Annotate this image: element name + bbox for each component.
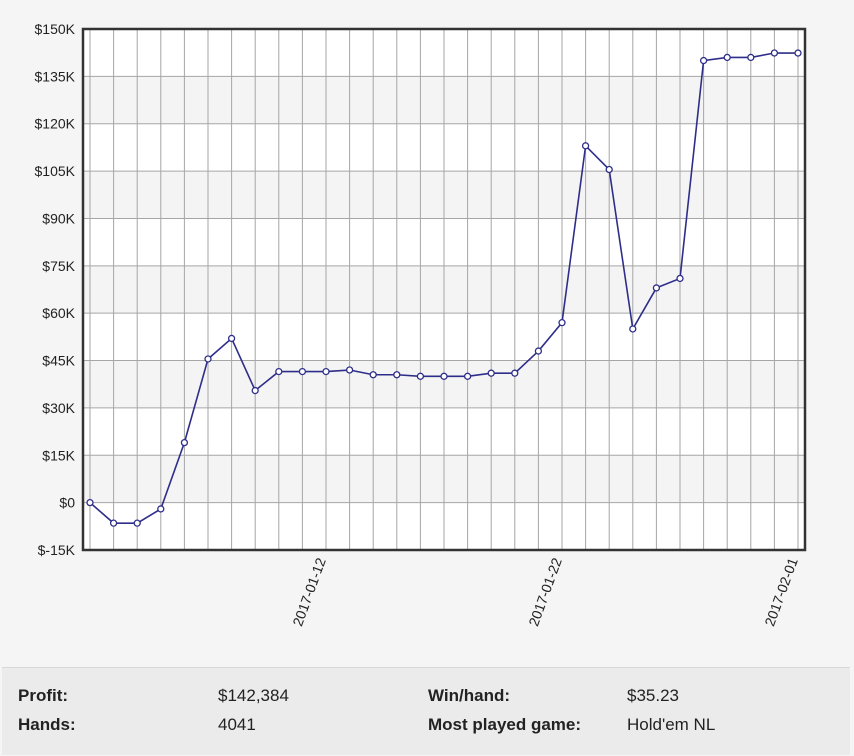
hands-value: 4041: [218, 715, 256, 734]
data-point: [369, 371, 377, 379]
data-point: [605, 165, 613, 174]
data-point: [558, 319, 566, 327]
data-point: [463, 372, 472, 380]
data-point: [794, 49, 802, 57]
y-tick-label: $135K: [35, 68, 76, 84]
data-point: [227, 334, 236, 343]
y-tick-label: $75K: [42, 258, 75, 274]
data-point: [322, 367, 330, 376]
y-tick-label: $90K: [42, 210, 75, 226]
data-point: [629, 325, 637, 333]
y-tick-label: $0: [59, 495, 75, 511]
y-tick-label: $120K: [35, 116, 76, 132]
data-point: [133, 519, 141, 527]
y-tick-label: $15K: [42, 447, 75, 463]
data-point: [251, 386, 259, 395]
data-point: [699, 56, 708, 65]
x-tick-label: 2017-02-01: [761, 555, 801, 628]
hands-label: Hands:: [18, 715, 76, 734]
data-point: [275, 367, 283, 376]
data-point: [770, 49, 779, 57]
win-per-hand-value: $35.23: [627, 686, 679, 705]
data-point: [487, 369, 495, 377]
x-tick-label: 2017-01-22: [525, 555, 565, 628]
profit-chart: $-15K $0 $15K $30K $45K $60K $75K $90K $105K $120…: [35, 21, 807, 628]
most-played-game-value: Hold'em NL: [627, 715, 716, 734]
stats-panel: Profit: $142,384 Win/hand: $35.23 Hands:…: [2, 667, 850, 755]
y-tick-label: $45K: [42, 353, 75, 369]
data-point: [440, 372, 448, 380]
y-tick-label: $105K: [35, 163, 76, 179]
data-point: [723, 53, 731, 62]
data-point: [581, 142, 590, 150]
profit-label: Profit:: [18, 686, 69, 705]
data-point: [747, 53, 755, 62]
data-point: [109, 519, 118, 527]
most-played-game-label: Most played game:: [428, 715, 582, 734]
profit-value: $142,384: [218, 686, 289, 705]
data-point: [511, 369, 519, 377]
data-point: [652, 284, 661, 292]
y-tick-label: $-15K: [38, 542, 76, 558]
data-point: [204, 355, 212, 363]
data-point: [676, 274, 684, 283]
plot-border: [81, 27, 807, 552]
win-per-hand-label: Win/hand:: [428, 686, 510, 705]
data-point: [180, 438, 189, 447]
data-point: [298, 367, 307, 376]
data-point: [534, 347, 543, 355]
profit-chart-panel: $-15K $0 $15K $30K $45K $60K $75K $90K $105K $120…: [2, 2, 850, 666]
data-point: [416, 372, 425, 380]
data-point: [393, 371, 401, 379]
data-point: [345, 366, 354, 374]
data-point: [157, 505, 165, 513]
y-tick-label: $150K: [35, 21, 76, 37]
data-point: [86, 498, 94, 507]
y-tick-label: $30K: [42, 400, 75, 416]
x-tick-label: 2017-01-12: [289, 555, 329, 628]
y-tick-label: $60K: [42, 305, 75, 321]
